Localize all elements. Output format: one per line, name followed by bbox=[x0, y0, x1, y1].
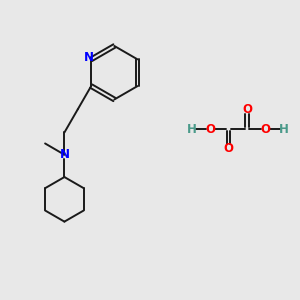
Text: O: O bbox=[224, 142, 233, 155]
Text: O: O bbox=[260, 123, 270, 136]
Text: O: O bbox=[242, 103, 252, 116]
Text: N: N bbox=[84, 51, 94, 64]
Text: H: H bbox=[279, 123, 289, 136]
Text: O: O bbox=[205, 123, 215, 136]
Text: N: N bbox=[59, 148, 69, 161]
Text: H: H bbox=[187, 123, 196, 136]
